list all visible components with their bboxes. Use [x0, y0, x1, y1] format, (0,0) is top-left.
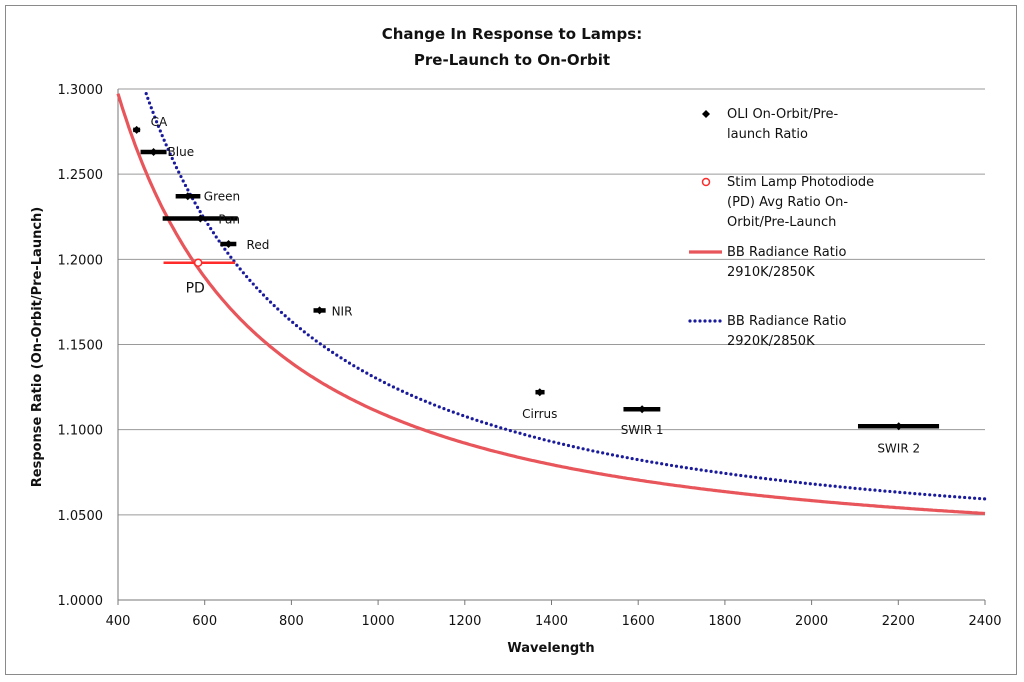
point-green: [183, 192, 192, 201]
band-label-swir-2: SWIR 2: [877, 441, 920, 455]
band-label-nir: NIR: [332, 304, 353, 318]
point-red: [224, 240, 233, 249]
y-axis-label: Response Ratio (On-Orbit/Pre-Launch): [30, 207, 45, 488]
band-label-pd: PD: [186, 281, 205, 297]
legend-label: launch Ratio: [727, 127, 808, 142]
point-pan: [196, 214, 205, 223]
y-tick-label: 1.0000: [58, 594, 104, 609]
axes: [117, 89, 986, 605]
band-label-red: Red: [247, 238, 270, 252]
chart-title-line-2: Pre-Launch to On-Orbit: [414, 51, 610, 69]
point-pd: [193, 258, 203, 267]
legend: OLI On-Orbit/Pre-launch Ratio Stim Lamp P…: [688, 107, 874, 349]
x-tick-label: 2000: [795, 614, 828, 629]
x-tick-label: 2200: [882, 614, 915, 629]
y-tick-label: 1.2500: [58, 168, 104, 183]
x-tick-label: 800: [279, 614, 304, 629]
y-tick-labels: 1.0000 1.0500 1.1000 1.1500 1.2000 1.2500 1.30…: [58, 83, 104, 609]
point-ca: [132, 125, 141, 134]
point-cirrus: [535, 388, 544, 397]
point-swir-1: [638, 405, 647, 414]
data-points: CA Blue Green Pan Red NIR Cirrus SWIR 1 SWIR 2 PD: [132, 115, 940, 455]
x-tick-label: 1000: [362, 614, 395, 629]
legend-label: BB Radiance Ratio: [727, 314, 846, 329]
point-blue: [149, 148, 158, 157]
legend-label: BB Radiance Ratio: [727, 245, 846, 260]
legend-label: (PD) Avg Ratio On-: [727, 195, 848, 210]
x-tick-label: 1800: [708, 614, 741, 629]
x-tick-label: 1400: [535, 614, 568, 629]
band-label-pan: Pan: [218, 212, 240, 226]
y-tick-label: 1.1000: [58, 424, 104, 439]
y-tick-label: 1.0500: [58, 509, 104, 524]
y-tick-label: 1.2000: [58, 253, 104, 268]
band-label-ca: CA: [151, 115, 168, 129]
legend-label: OLI On-Orbit/Pre-: [727, 107, 839, 122]
chart-frame: [5, 5, 1017, 675]
curves: [116, 92, 987, 516]
legend-label: Stim Lamp Photodiode: [727, 175, 874, 190]
x-tick-label: 1600: [622, 614, 655, 629]
x-tick-label: 400: [106, 614, 131, 629]
point-nir: [315, 306, 324, 315]
y-tick-label: 1.3000: [58, 83, 104, 98]
legend-label: 2910K/2850K: [727, 265, 815, 280]
x-tick-label: 600: [192, 614, 217, 629]
y-tick-label: 1.1500: [58, 339, 104, 354]
band-label-swir-1: SWIR 1: [621, 423, 664, 437]
chart-title: Change In Response to Lamps: Pre-Launch …: [382, 25, 642, 69]
legend-marker-pd: [701, 177, 711, 187]
bb-2920k-curve: [144, 92, 987, 501]
point-swir-2: [894, 422, 903, 431]
legend-label: Orbit/Pre-Launch: [727, 215, 836, 230]
band-label-cirrus: Cirrus: [522, 407, 557, 421]
x-tick-label: 1200: [448, 614, 481, 629]
band-label-green: Green: [204, 189, 240, 203]
chart-title-line-1: Change In Response to Lamps:: [382, 25, 642, 43]
bb-2910k-curve: [116, 93, 986, 516]
band-label-blue: Blue: [168, 145, 195, 159]
x-tick-labels: 400 600 800 1000 1200 1400 1600 1800 2000 2200 240…: [106, 614, 1002, 629]
legend-label: 2920K/2850K: [727, 334, 815, 349]
legend-marker-oli: [702, 110, 710, 118]
gridlines: [118, 88, 985, 516]
x-axis-label: Wavelength: [507, 641, 594, 656]
x-tick-label: 2400: [968, 614, 1001, 629]
